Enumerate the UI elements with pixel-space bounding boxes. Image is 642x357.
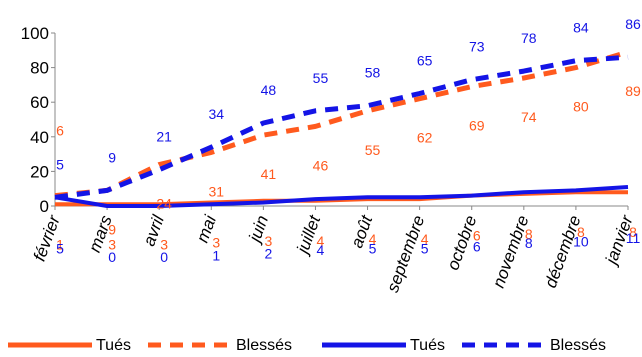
data-label: 4 — [421, 231, 429, 247]
data-label: 48 — [261, 82, 277, 98]
data-label: 55 — [365, 142, 381, 158]
x-tick-label: novembre — [489, 213, 533, 291]
data-label: 4 — [317, 242, 325, 258]
legend-label: Tués — [410, 337, 445, 354]
data-label: 73 — [469, 39, 485, 55]
legend-label: Blessés — [550, 337, 606, 354]
data-label: 21 — [156, 129, 172, 145]
data-label: 62 — [417, 130, 433, 146]
y-tick-label: 100 — [21, 24, 49, 43]
y-tick-label: 80 — [30, 59, 49, 78]
data-label: 10 — [573, 233, 589, 249]
legend: Tués Blessés Tués Blessés — [8, 337, 606, 354]
data-label: 6 — [56, 123, 64, 139]
legend-label: Blessés — [236, 337, 292, 354]
data-label: 74 — [521, 109, 537, 125]
data-label: 3 — [264, 233, 272, 249]
x-tick-labels: février mars avril mai juin juillet août septem… — [30, 212, 637, 295]
data-label: 5 — [56, 156, 64, 172]
data-label: 9 — [108, 221, 116, 237]
data-label: 8 — [525, 226, 533, 242]
data-label: 24 — [156, 195, 172, 211]
data-label: 11 — [626, 230, 641, 246]
data-label: 3 — [108, 236, 116, 252]
data-label: 55 — [313, 70, 329, 86]
data-label: 9 — [108, 149, 116, 165]
data-label: 8 — [629, 224, 637, 240]
data-label: 65 — [417, 53, 433, 69]
data-label: 0 — [108, 249, 116, 265]
data-label: 6 — [473, 228, 481, 244]
data-label: 78 — [521, 30, 537, 46]
data-label: 5 — [56, 240, 64, 256]
data-label: 69 — [469, 118, 485, 134]
data-label: 5 — [369, 240, 377, 256]
data-label: 86 — [625, 16, 641, 32]
data-label: 46 — [313, 157, 329, 173]
series-line-3 — [54, 54, 629, 200]
data-label: 0 — [160, 249, 168, 265]
data-label: 89 — [625, 83, 641, 99]
y-tick-label: 20 — [30, 162, 49, 181]
data-label: 6 — [473, 239, 481, 255]
data-label: 41 — [261, 166, 277, 182]
data-label: 3 — [212, 235, 220, 251]
y-tick-label: 0 — [40, 197, 49, 216]
y-tick-label: 40 — [30, 128, 49, 147]
y-tick-label: 60 — [30, 93, 49, 112]
data-label: 5 — [421, 240, 429, 256]
data-label: 34 — [208, 106, 224, 122]
data-label: 3 — [160, 236, 168, 252]
data-label: 1 — [56, 236, 64, 252]
data-label: 84 — [573, 20, 589, 36]
legend-label: Tués — [96, 337, 131, 354]
data-label: 1 — [212, 247, 220, 263]
y-tick-labels: 0 20 40 60 80 100 — [21, 24, 49, 216]
data-label: 4 — [317, 233, 325, 249]
data-label: 8 — [525, 235, 533, 251]
data-label: 80 — [573, 99, 589, 115]
data-label: 2 — [264, 246, 272, 262]
series-lines — [54, 49, 629, 208]
series-line-1 — [54, 49, 629, 199]
data-label: 31 — [208, 183, 224, 199]
data-label: 4 — [369, 231, 377, 247]
data-label: 8 — [577, 224, 585, 240]
series-line-2 — [54, 185, 629, 208]
data-label: 58 — [365, 65, 381, 81]
